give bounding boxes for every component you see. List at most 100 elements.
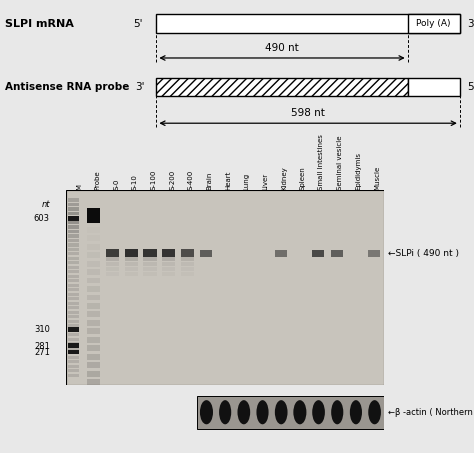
Bar (87, 312, 100, 318)
Ellipse shape (200, 400, 213, 424)
Bar (87, 286, 100, 292)
Bar (181, 249, 194, 256)
Bar (68, 365, 80, 368)
Bar (68, 248, 80, 251)
Text: Lung: Lung (244, 173, 250, 189)
Bar (68, 203, 80, 206)
Text: 3': 3' (135, 82, 145, 92)
Text: Small Intestines: Small Intestines (319, 134, 324, 189)
Bar (68, 347, 80, 350)
Bar (87, 244, 100, 250)
Bar (68, 374, 80, 377)
Bar (87, 303, 100, 309)
Bar (68, 338, 80, 341)
Text: Muscle: Muscle (374, 165, 381, 189)
Bar (106, 272, 119, 276)
Text: S-400: S-400 (188, 169, 194, 189)
Bar (87, 294, 100, 300)
Ellipse shape (350, 400, 362, 424)
Bar (181, 262, 194, 266)
Bar (106, 249, 119, 256)
Bar (68, 356, 80, 359)
Ellipse shape (237, 400, 250, 424)
Bar (87, 278, 100, 284)
Bar (68, 221, 80, 224)
Bar (87, 371, 100, 376)
Bar (68, 275, 80, 278)
Bar (143, 257, 157, 261)
Text: Epididymis: Epididymis (356, 152, 362, 189)
Bar (68, 311, 80, 314)
Bar (87, 320, 100, 326)
Ellipse shape (293, 400, 306, 424)
Bar (125, 267, 138, 271)
Bar (143, 267, 157, 271)
Text: Heart: Heart (225, 170, 231, 189)
Bar (68, 266, 80, 269)
Bar (68, 329, 80, 332)
Bar (87, 362, 100, 368)
Text: S-200: S-200 (169, 169, 175, 189)
Bar (87, 207, 100, 223)
Text: 490 nt: 490 nt (265, 43, 299, 53)
Bar (68, 198, 80, 202)
Text: 310: 310 (34, 325, 50, 334)
Text: Spleen: Spleen (300, 166, 306, 189)
Bar (87, 379, 100, 385)
Bar (87, 261, 100, 266)
Bar (181, 257, 194, 261)
Bar (68, 243, 80, 246)
Bar (162, 262, 175, 266)
Bar (68, 350, 80, 354)
Bar (68, 257, 80, 260)
Bar (197, 395, 384, 429)
Bar (274, 250, 287, 256)
Text: Brain: Brain (207, 171, 212, 189)
Text: Seminal vesicle: Seminal vesicle (337, 135, 343, 189)
Bar (68, 212, 80, 215)
Text: ←SLPi ( 490 nt ): ←SLPi ( 490 nt ) (388, 249, 459, 258)
Bar (143, 262, 157, 266)
Bar (68, 252, 80, 255)
Bar (156, 14, 460, 33)
Bar (331, 250, 343, 256)
Bar (68, 261, 80, 265)
Bar (408, 14, 460, 33)
Bar (162, 257, 175, 261)
Text: S-100: S-100 (151, 169, 156, 189)
Bar (200, 250, 212, 256)
Bar (68, 284, 80, 287)
Ellipse shape (331, 400, 343, 424)
Bar (106, 267, 119, 271)
Bar (68, 360, 80, 363)
Bar (68, 293, 80, 296)
Bar (106, 262, 119, 266)
Ellipse shape (368, 400, 381, 424)
Ellipse shape (219, 400, 231, 424)
Text: 5': 5' (467, 82, 474, 92)
Text: Poly (A): Poly (A) (417, 19, 451, 28)
Bar (87, 227, 100, 233)
Bar (68, 302, 80, 305)
Text: ←β -actin ( Northern ): ←β -actin ( Northern ) (388, 408, 474, 417)
Bar (68, 234, 80, 237)
Text: S-10: S-10 (132, 173, 138, 189)
Ellipse shape (312, 400, 325, 424)
Text: Probe: Probe (94, 170, 100, 189)
Bar (87, 354, 100, 360)
Bar (87, 252, 100, 258)
Ellipse shape (256, 400, 269, 424)
Bar (87, 235, 100, 241)
Bar (156, 78, 408, 96)
Text: 598 nt: 598 nt (291, 108, 325, 118)
Bar (68, 280, 80, 283)
Bar (68, 351, 80, 354)
Text: 281: 281 (34, 342, 50, 351)
Bar (68, 320, 80, 323)
Bar (125, 257, 138, 261)
Bar (68, 289, 80, 291)
Bar (87, 218, 100, 224)
Bar (143, 272, 157, 276)
Ellipse shape (275, 400, 288, 424)
Bar (87, 345, 100, 351)
